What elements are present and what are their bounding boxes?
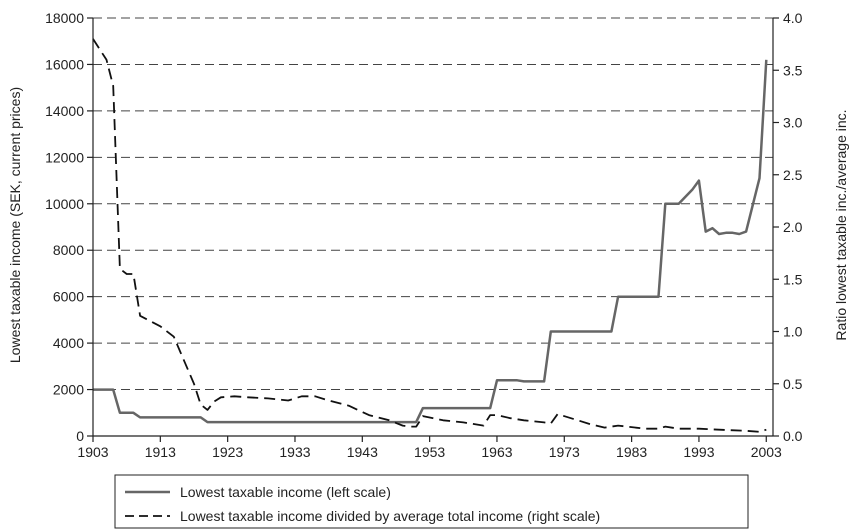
series-layer xyxy=(92,38,768,433)
x-tick-label: 1943 xyxy=(347,444,378,460)
legend-label-right-series: Lowest taxable income divided by average… xyxy=(180,508,600,524)
y-tick-label: 8000 xyxy=(53,242,84,258)
y-tick-label: 14000 xyxy=(45,103,84,119)
x-tick-label: 1973 xyxy=(549,444,580,460)
axes xyxy=(92,18,774,437)
y2-tick-label: 1.5 xyxy=(783,271,803,287)
y2-tick-label: 3.0 xyxy=(783,115,803,131)
y-tick-label: 6000 xyxy=(53,289,84,305)
legend-box xyxy=(114,474,749,529)
legend-label-left-series: Lowest taxable income (left scale) xyxy=(180,484,391,500)
y-tick-label: 10000 xyxy=(45,196,84,212)
y2-tick-label: 3.5 xyxy=(783,62,803,78)
y-tick-label: 18000 xyxy=(45,10,84,26)
tick-layer: 0 2000 4000 6000 8000 10000 12000 14000 16000 180… xyxy=(45,10,803,460)
y-tick-label: 0 xyxy=(76,428,84,444)
y2-tick-label: 0.5 xyxy=(783,376,803,392)
x-tick-label: 1913 xyxy=(145,444,176,460)
y2-axis-title: Ratio lowest taxable inc./average inc. xyxy=(833,109,849,340)
x-tick-label: 1953 xyxy=(414,444,445,460)
y-tick-label: 4000 xyxy=(53,335,84,351)
y2-tick-label: 4.0 xyxy=(783,10,803,26)
x-tick-label: 1933 xyxy=(279,444,310,460)
x-tick-label: 1993 xyxy=(683,444,714,460)
legend: Lowest taxable income (left scale) Lowes… xyxy=(114,474,749,529)
y2-tick-label: 0.0 xyxy=(783,428,803,444)
x-tick-label: 1903 xyxy=(77,444,108,460)
series-line-ratio xyxy=(92,38,767,433)
y-tick-label: 2000 xyxy=(53,382,84,398)
x-tick-label: 1983 xyxy=(616,444,647,460)
y2-tick-label: 2.5 xyxy=(783,167,803,183)
y-tick-label: 16000 xyxy=(45,56,84,72)
x-tick-label: 1963 xyxy=(481,444,512,460)
x-tick-label: 2003 xyxy=(751,444,782,460)
x-tick-label: 1923 xyxy=(212,444,243,460)
y-tick-label: 12000 xyxy=(45,149,84,165)
series-line-lowest-taxable-income xyxy=(93,59,768,424)
y2-tick-label: 1.0 xyxy=(783,324,803,340)
gridlines xyxy=(93,17,773,391)
y-axis-title: Lowest taxable income (SEK, current pric… xyxy=(7,87,23,363)
y2-tick-label: 2.0 xyxy=(783,219,803,235)
